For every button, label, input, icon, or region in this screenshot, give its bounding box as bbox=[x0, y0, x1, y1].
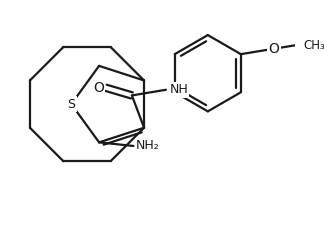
Text: S: S bbox=[67, 98, 75, 110]
Text: O: O bbox=[269, 42, 280, 56]
Text: O: O bbox=[93, 81, 104, 95]
Text: NH₂: NH₂ bbox=[136, 140, 160, 152]
Text: CH₃: CH₃ bbox=[304, 38, 324, 52]
Text: NH: NH bbox=[169, 83, 188, 96]
